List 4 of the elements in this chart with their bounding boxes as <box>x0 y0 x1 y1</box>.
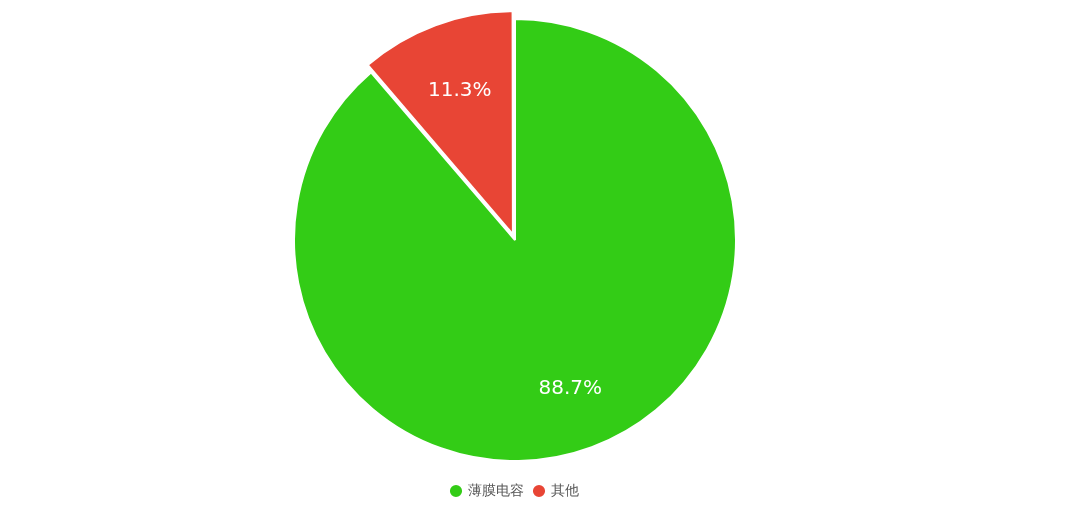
data-label: 88.7% <box>538 375 603 400</box>
legend-label: 薄膜电容 <box>468 481 524 498</box>
data-label: 11.3% <box>427 77 492 101</box>
legend-label: 其他 <box>551 481 579 498</box>
